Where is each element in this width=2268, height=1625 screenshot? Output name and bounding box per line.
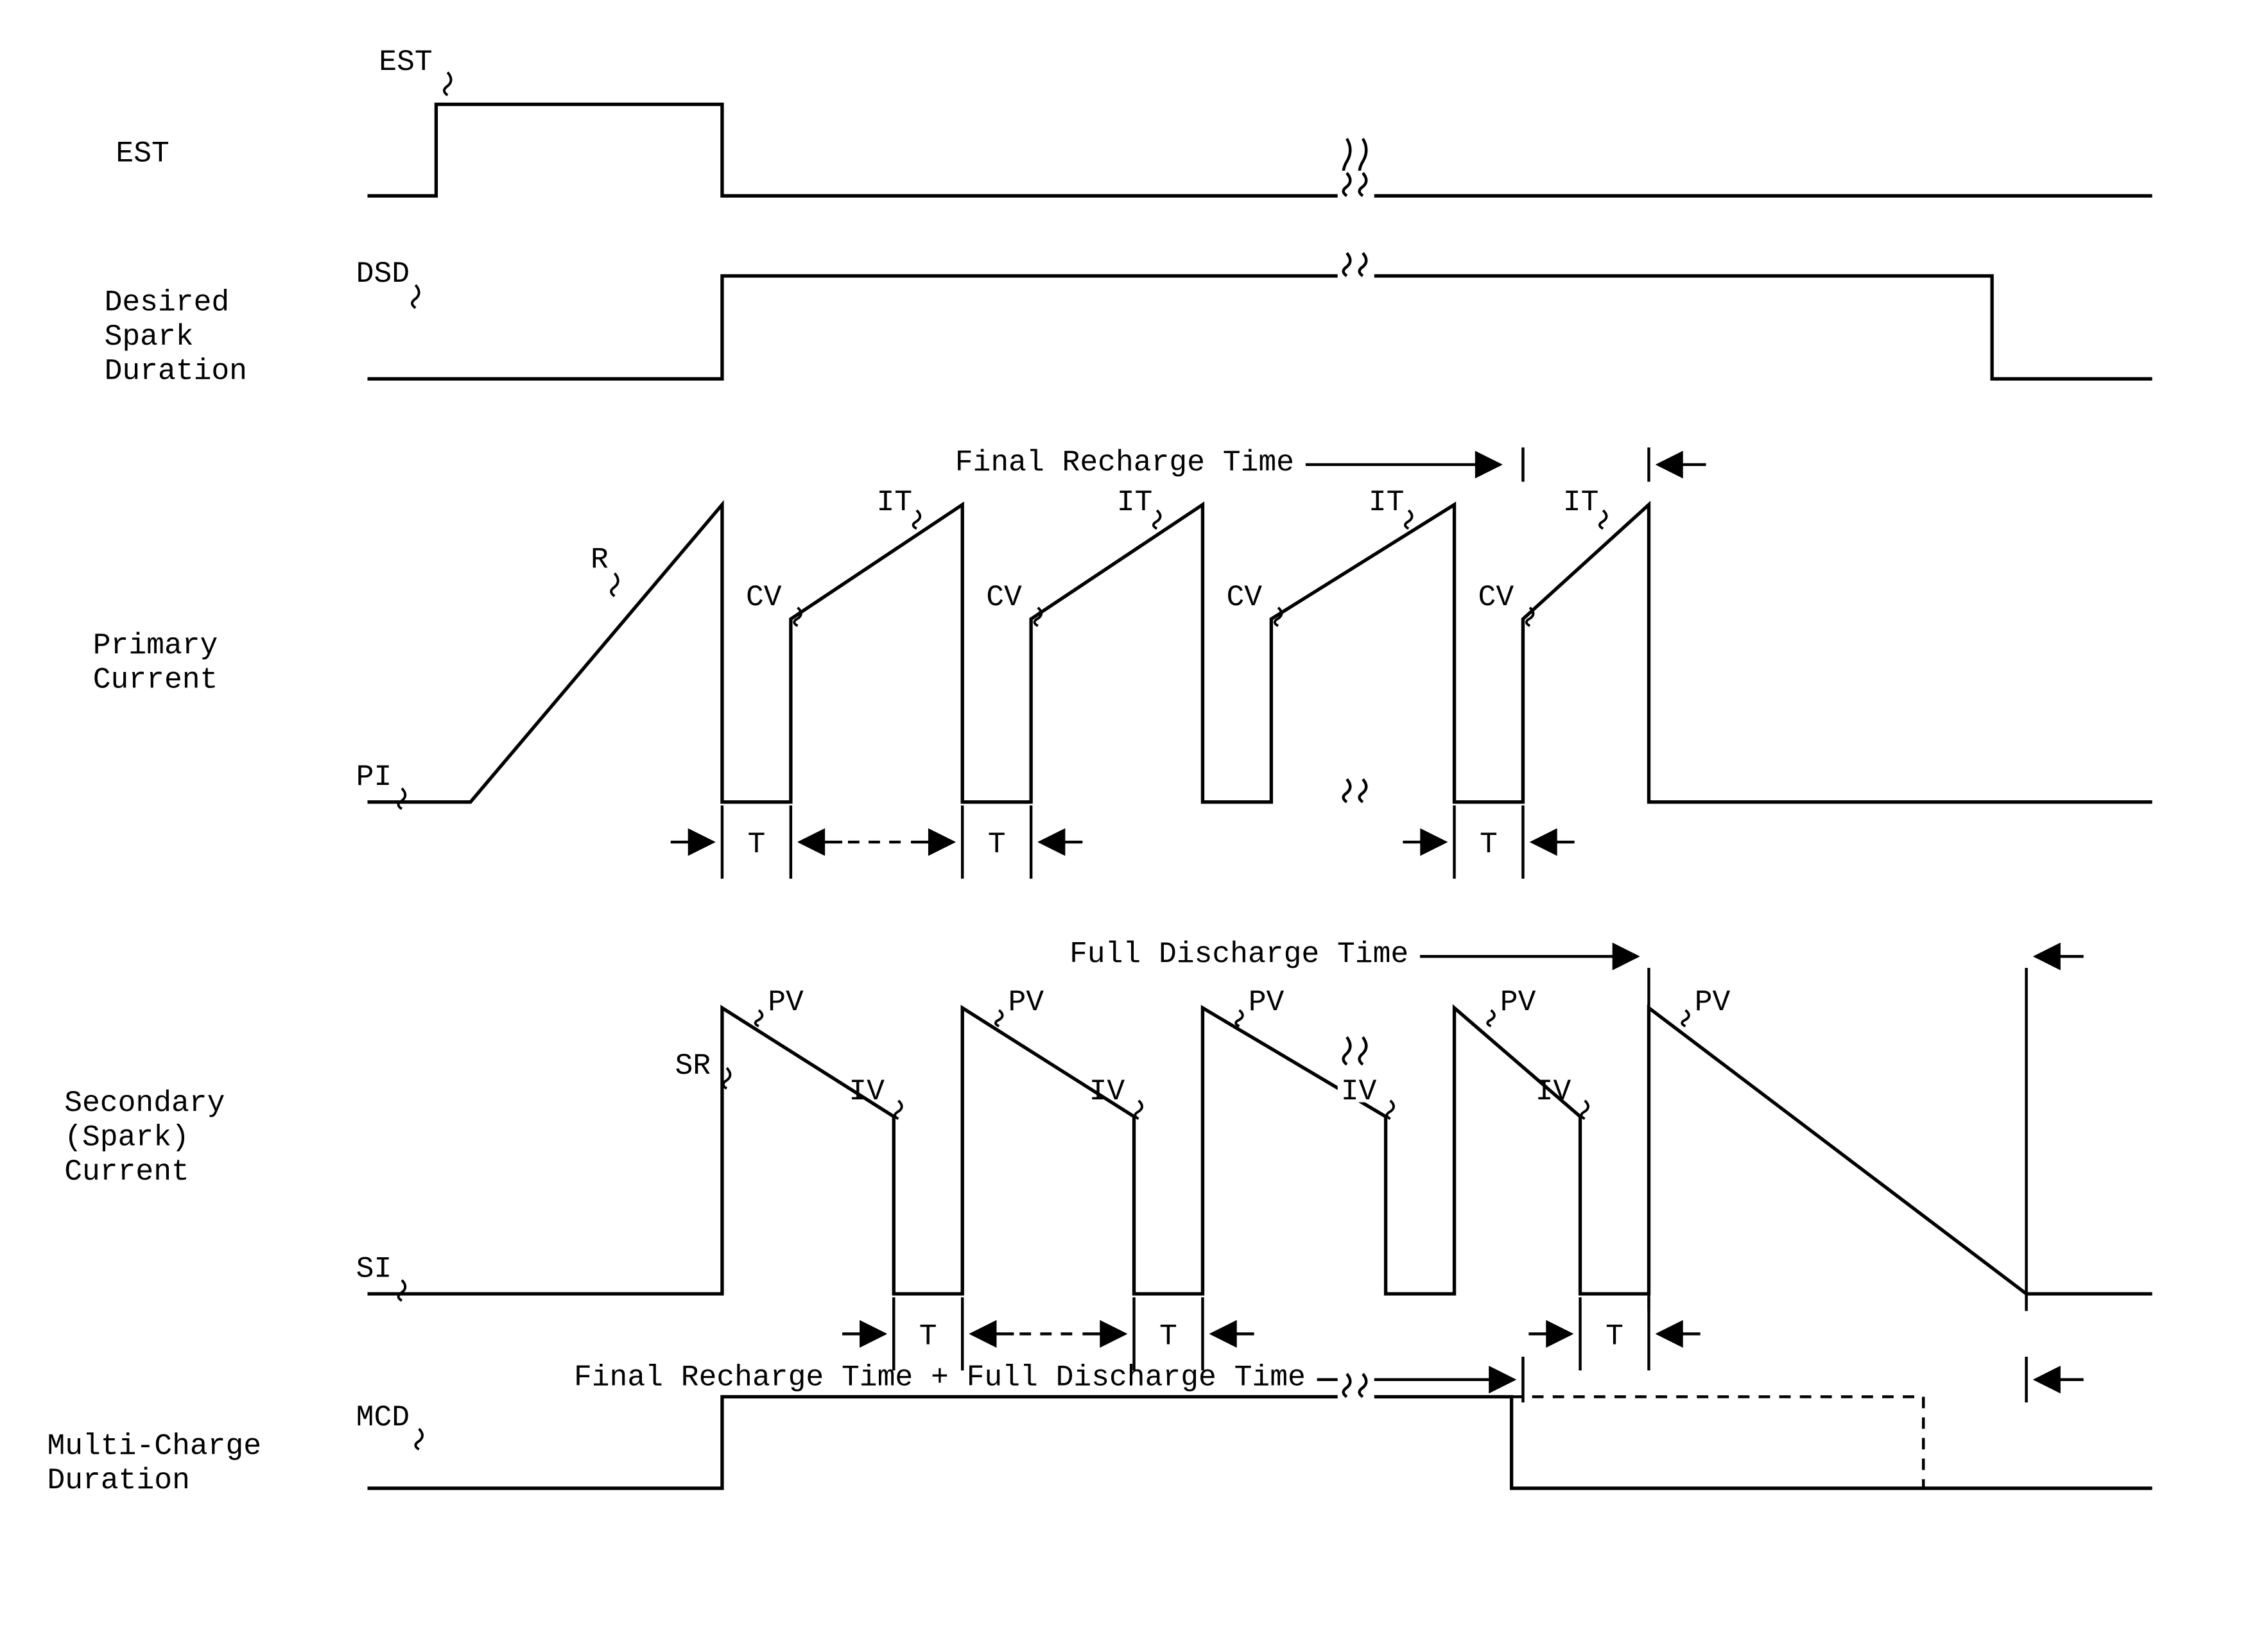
: PV	[1249, 985, 1285, 1019]
: IT	[877, 485, 913, 519]
: T	[1606, 1319, 1623, 1353]
: PV	[768, 985, 804, 1019]
: IT	[1369, 485, 1405, 519]
: PV	[1008, 985, 1044, 1019]
row-label-pi: PrimaryCurrent	[93, 628, 218, 696]
est-callout: EST	[379, 45, 432, 79]
: IV	[849, 1074, 885, 1108]
: T	[919, 1319, 937, 1353]
: T	[988, 827, 1006, 861]
si-tag: SI	[356, 1251, 392, 1285]
: PV	[1500, 985, 1536, 1019]
: T	[1159, 1319, 1177, 1353]
: CV	[1478, 580, 1514, 614]
: IV	[1089, 1074, 1125, 1108]
row-label-est: EST	[116, 137, 169, 171]
: IT	[1563, 485, 1599, 519]
combo-label: Final Recharge Time + Full Discharge Tim…	[574, 1361, 1306, 1395]
row-label-si: Secondary(Spark)Current	[64, 1086, 225, 1189]
: CV	[1226, 580, 1262, 614]
: CV	[986, 580, 1022, 614]
final-recharge-label: Final Recharge Time	[955, 445, 1294, 479]
: PV	[1695, 985, 1731, 1019]
sr-label: SR	[675, 1049, 711, 1083]
pi-r-label: R	[591, 542, 609, 576]
dsd-tag: DSD	[356, 257, 410, 291]
: IT	[1117, 485, 1153, 519]
: IV	[1341, 1074, 1377, 1108]
: T	[747, 827, 765, 861]
full-discharge-label: Full Discharge Time	[1069, 937, 1408, 971]
: T	[1480, 827, 1498, 861]
: CV	[746, 580, 782, 614]
: IV	[1536, 1074, 1571, 1108]
row-label-dsd: DesiredSparkDuration	[105, 285, 247, 388]
mcd-tag: MCD	[356, 1400, 410, 1434]
pi-tag: PI	[356, 760, 392, 794]
row-label-mcd: Multi-ChargeDuration	[47, 1429, 261, 1497]
